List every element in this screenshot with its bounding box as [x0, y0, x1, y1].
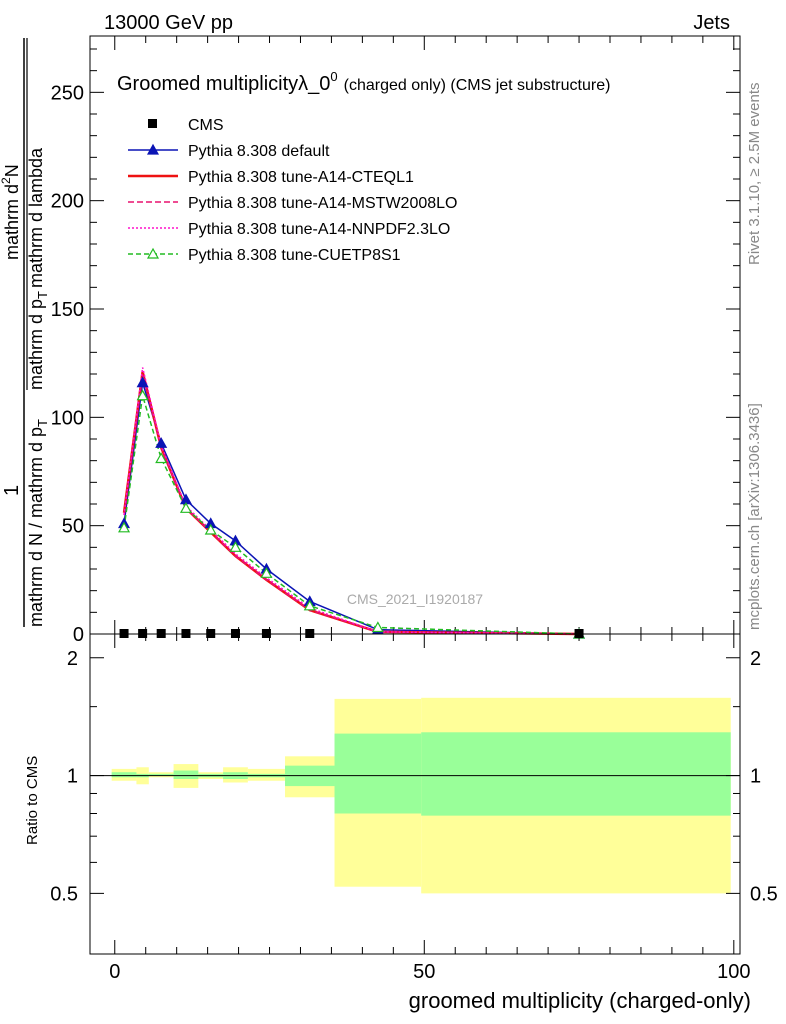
legend-label-cms: CMS [188, 117, 224, 134]
main-ytick-label: 50 [62, 516, 84, 538]
legend-marker-cms [148, 119, 157, 128]
series-point-4 [371, 621, 384, 633]
main-ytick-label: 100 [51, 407, 84, 429]
legend-label-0: Pythia 8.308 default [188, 143, 330, 160]
series-point-4 [229, 541, 242, 552]
ratio-band-inner [334, 733, 422, 814]
main-plot-panel: 0 50 100 150 200 250 Groomed multiplicityλ_00… [51, 35, 741, 646]
ratio-ytick-label: 2 [67, 648, 78, 670]
legend-entry-2: Pythia 8.308 tune-A14-MSTW2008LO [128, 195, 457, 212]
series-point-4 [155, 452, 168, 464]
legend-label-1: Pythia 8.308 tune-A14-CTEQL1 [188, 169, 414, 186]
legend-label-3: Pythia 8.308 tune-A14-NNPDF2.3LO [188, 221, 450, 238]
mcplots-label: mcplots.cern.ch [arXiv:1306.3436] [746, 403, 763, 630]
series-point-4 [204, 523, 217, 535]
ratio-ytick-label-right: 0.5 [750, 883, 778, 905]
legend-marker-4 [146, 247, 160, 259]
legend-entry-cms: CMS [148, 117, 224, 134]
x-tick-label: 0 [109, 961, 120, 983]
legend-entry-3: Pythia 8.308 tune-A14-NNPDF2.3LO [128, 221, 450, 238]
main-ytick-label: 200 [51, 191, 84, 213]
watermark: CMS_2021_I1920187 [347, 591, 483, 607]
ratio-ylabel: Ratio to CMS [24, 756, 41, 845]
x-axis-label: groomed multiplicity (charged-only) [409, 988, 751, 1013]
ratio-plot-panel: 0.5 0.5 1 1 2 2 0 50 100 Ratio to CMS groomed mu… [24, 633, 778, 1013]
series-point-4 [136, 389, 149, 401]
series-line-4 [123, 395, 580, 635]
main-ytick-label: 150 [51, 299, 84, 321]
ratio-band-inner [173, 770, 199, 779]
legend: CMS Pythia 8.308 default Pythia 8.308 tune… [128, 117, 457, 264]
rivet-label: Rivet 3.1.10, ≥ 2.5M events [746, 83, 763, 266]
main-ylabel: 1 mathrm d N / mathrm d pT mathrm d2N ma… [0, 38, 50, 627]
series-point-4 [303, 599, 316, 611]
ratio-band-inner [148, 773, 174, 776]
legend-entry-1: Pythia 8.308 tune-A14-CTEQL1 [128, 169, 414, 186]
ylabel-inner-numerator: mathrm d2N [0, 164, 22, 260]
ylabel-inner-denominator: mathrm d pTmathrm d lambda [26, 147, 50, 390]
series-point-0 [155, 437, 168, 448]
series-point-0 [136, 376, 149, 388]
ratio-ytick-label-right: 1 [750, 766, 761, 788]
series-point-4 [118, 521, 131, 533]
header-energy: 13000 GeV pp [104, 12, 233, 34]
ratio-plot-frame [89, 633, 741, 955]
main-ytick-label: 250 [51, 82, 84, 104]
legend-label-4: Pythia 8.308 tune-CUETP8S1 [188, 247, 401, 264]
series-point-4 [179, 502, 192, 513]
ratio-ytick-label: 0.5 [50, 883, 78, 905]
series-line-2 [123, 373, 580, 635]
ylabel-numerator: 1 [1, 485, 23, 496]
ratio-ytick-label-right: 2 [750, 648, 761, 670]
ylabel-denominator: mathrm d N / mathrm d pT [26, 419, 50, 627]
x-tick-label: 100 [717, 961, 750, 983]
ratio-band-inner [421, 732, 731, 816]
chart-title: Groomed multiplicityλ_00(charged only) (… [117, 69, 610, 95]
series-line-3 [123, 367, 580, 635]
ratio-band-inner [111, 772, 137, 778]
legend-marker-0 [146, 143, 160, 155]
legend-entry-0: Pythia 8.308 default [128, 143, 330, 160]
header-process: Jets [693, 12, 730, 34]
x-tick-label: 50 [413, 961, 435, 983]
ratio-ytick-label: 1 [67, 766, 78, 788]
series-point-4 [260, 567, 273, 578]
legend-entry-4: Pythia 8.308 tune-CUETP8S1 [128, 247, 401, 264]
legend-label-2: Pythia 8.308 tune-A14-MSTW2008LO [188, 195, 457, 212]
main-ytick-label: 0 [73, 624, 84, 646]
